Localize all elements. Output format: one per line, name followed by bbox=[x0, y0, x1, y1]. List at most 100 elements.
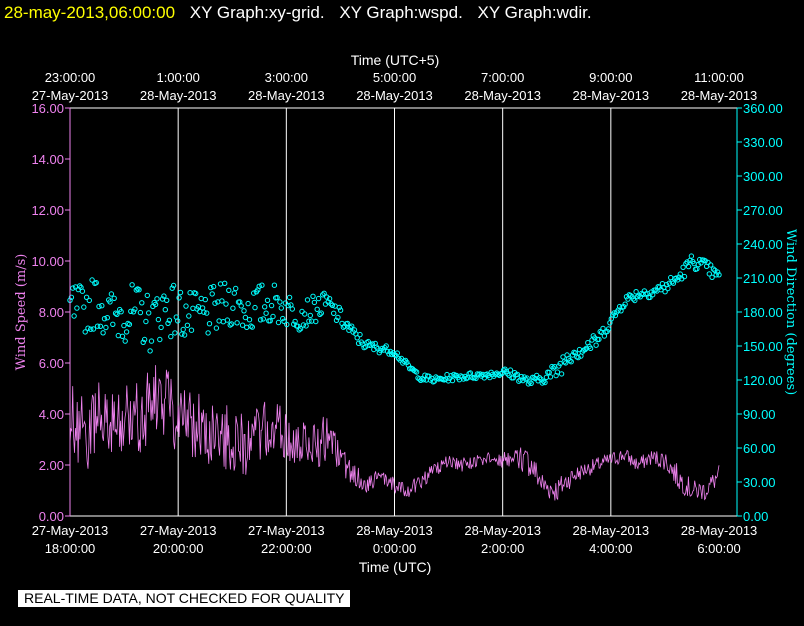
wind-direction-point bbox=[249, 324, 256, 330]
left-tick-label: 4.00 bbox=[39, 407, 64, 422]
wind-direction-point bbox=[146, 310, 152, 316]
wind-direction-point bbox=[202, 296, 209, 303]
wind-direction-point bbox=[278, 305, 284, 311]
wind-direction-point bbox=[114, 311, 120, 317]
wind-direction-point bbox=[238, 303, 244, 309]
wind-direction-point bbox=[596, 336, 602, 343]
wind-direction-point bbox=[130, 309, 137, 315]
wind-direction-point bbox=[176, 295, 182, 301]
wind-direction-point bbox=[97, 323, 104, 329]
wind-direction-point bbox=[404, 359, 410, 366]
wind-direction-point bbox=[321, 290, 327, 296]
wind-direction-point bbox=[164, 297, 170, 303]
wind-direction-point bbox=[107, 299, 113, 305]
wind-direction-point bbox=[184, 322, 191, 328]
wind-direction-point bbox=[188, 327, 195, 333]
wind-direction-point bbox=[271, 282, 278, 288]
top-tick-time: 23:00:00 bbox=[45, 70, 96, 85]
wind-direction-point bbox=[688, 253, 695, 259]
wind-direction-point bbox=[558, 371, 565, 377]
wind-direction-point bbox=[129, 282, 135, 288]
wind-direction-point bbox=[242, 314, 249, 321]
wind-direction-point bbox=[165, 320, 171, 326]
bottom-tick-date: 28-May-2013 bbox=[681, 523, 758, 538]
wind-direction-point bbox=[110, 321, 116, 327]
wind-direction-point bbox=[647, 294, 653, 301]
right-axis-title: Wind Direction (degrees) bbox=[783, 229, 798, 395]
wind-direction-point bbox=[219, 298, 225, 304]
wind-direction-point bbox=[83, 294, 90, 300]
wind-direction-point bbox=[126, 321, 133, 328]
top-tick-date: 28-May-2013 bbox=[681, 88, 758, 103]
wind-direction-point bbox=[70, 285, 76, 291]
wind-direction-point bbox=[337, 307, 344, 313]
wind-direction-point bbox=[217, 281, 224, 287]
left-tick-label: 10.00 bbox=[31, 254, 64, 269]
wind-direction-point bbox=[100, 330, 106, 336]
left-tick-label: 2.00 bbox=[39, 458, 64, 473]
wind-direction-point bbox=[395, 355, 402, 362]
right-tick-label: 300.00 bbox=[743, 169, 783, 184]
wind-direction-point bbox=[222, 280, 228, 286]
wind-direction-point bbox=[481, 375, 487, 381]
wind-direction-point bbox=[514, 371, 521, 378]
wind-direction-point bbox=[284, 321, 290, 328]
wind-direction-point bbox=[172, 330, 178, 336]
wind-direction-point bbox=[709, 274, 715, 280]
wind-direction-point bbox=[264, 297, 271, 303]
bottom-tick-time: 0:00:00 bbox=[373, 541, 416, 556]
wind-direction-point bbox=[132, 306, 138, 312]
wind-direction-point bbox=[524, 375, 530, 381]
wind-direction-point bbox=[634, 293, 641, 300]
bottom-tick-time: 4:00:00 bbox=[589, 541, 632, 556]
wind-direction-point bbox=[154, 296, 160, 302]
top-tick-time: 11:00:00 bbox=[694, 70, 744, 85]
wind-direction-point bbox=[209, 291, 215, 297]
wind-direction-point bbox=[335, 314, 341, 321]
wind-direction-point bbox=[89, 277, 95, 283]
left-tick-label: 12.00 bbox=[31, 203, 64, 218]
wind-direction-point bbox=[536, 375, 543, 381]
wind-direction-point bbox=[226, 287, 232, 293]
bottom-tick-date: 28-May-2013 bbox=[464, 523, 541, 538]
wind-direction-point bbox=[336, 304, 342, 311]
left-tick-label: 14.00 bbox=[31, 152, 64, 167]
wind-direction-point bbox=[252, 304, 258, 311]
wind-direction-point bbox=[296, 327, 302, 333]
wind-direction-point bbox=[210, 283, 217, 290]
bottom-tick-time: 18:00:00 bbox=[45, 541, 96, 556]
wind-direction-point bbox=[680, 264, 686, 270]
wind-direction-point bbox=[662, 289, 668, 295]
wind-direction-point bbox=[143, 318, 149, 325]
top-tick-time: 1:00:00 bbox=[156, 70, 199, 85]
wind-direction-point bbox=[383, 343, 389, 349]
wind-direction-point bbox=[303, 323, 309, 329]
wind-direction-point bbox=[162, 307, 169, 313]
wind-direction-point bbox=[259, 282, 265, 288]
wind-direction-point bbox=[166, 317, 173, 323]
wind-direction-point bbox=[71, 313, 77, 319]
wind-direction-point bbox=[231, 290, 238, 296]
wind-direction-point bbox=[216, 318, 222, 324]
wind-direction-point bbox=[549, 363, 555, 370]
wind-direction-point bbox=[710, 266, 717, 272]
wind-direction-point bbox=[133, 287, 140, 293]
top-tick-time: 7:00:00 bbox=[481, 70, 524, 85]
wind-direction-point bbox=[317, 311, 323, 317]
wind-direction-point bbox=[289, 306, 295, 312]
right-tick-label: 90.00 bbox=[743, 407, 776, 422]
wind-direction-point bbox=[605, 326, 612, 332]
wind-direction-point bbox=[169, 285, 175, 291]
wind-direction-point bbox=[528, 380, 534, 386]
wind-direction-point bbox=[79, 288, 86, 294]
wind-direction-point bbox=[112, 310, 119, 316]
wind-direction-point bbox=[413, 369, 420, 375]
wind-direction-point bbox=[306, 318, 312, 324]
wind-direction-point bbox=[88, 326, 94, 332]
wind-direction-point bbox=[111, 295, 117, 301]
top-tick-date: 28-May-2013 bbox=[248, 88, 325, 103]
wind-direction-point bbox=[600, 325, 606, 332]
header-graph-xy-grid: XY Graph:xy-grid. bbox=[189, 3, 325, 22]
wind-direction-point bbox=[99, 303, 105, 309]
wind-direction-point bbox=[507, 367, 514, 373]
